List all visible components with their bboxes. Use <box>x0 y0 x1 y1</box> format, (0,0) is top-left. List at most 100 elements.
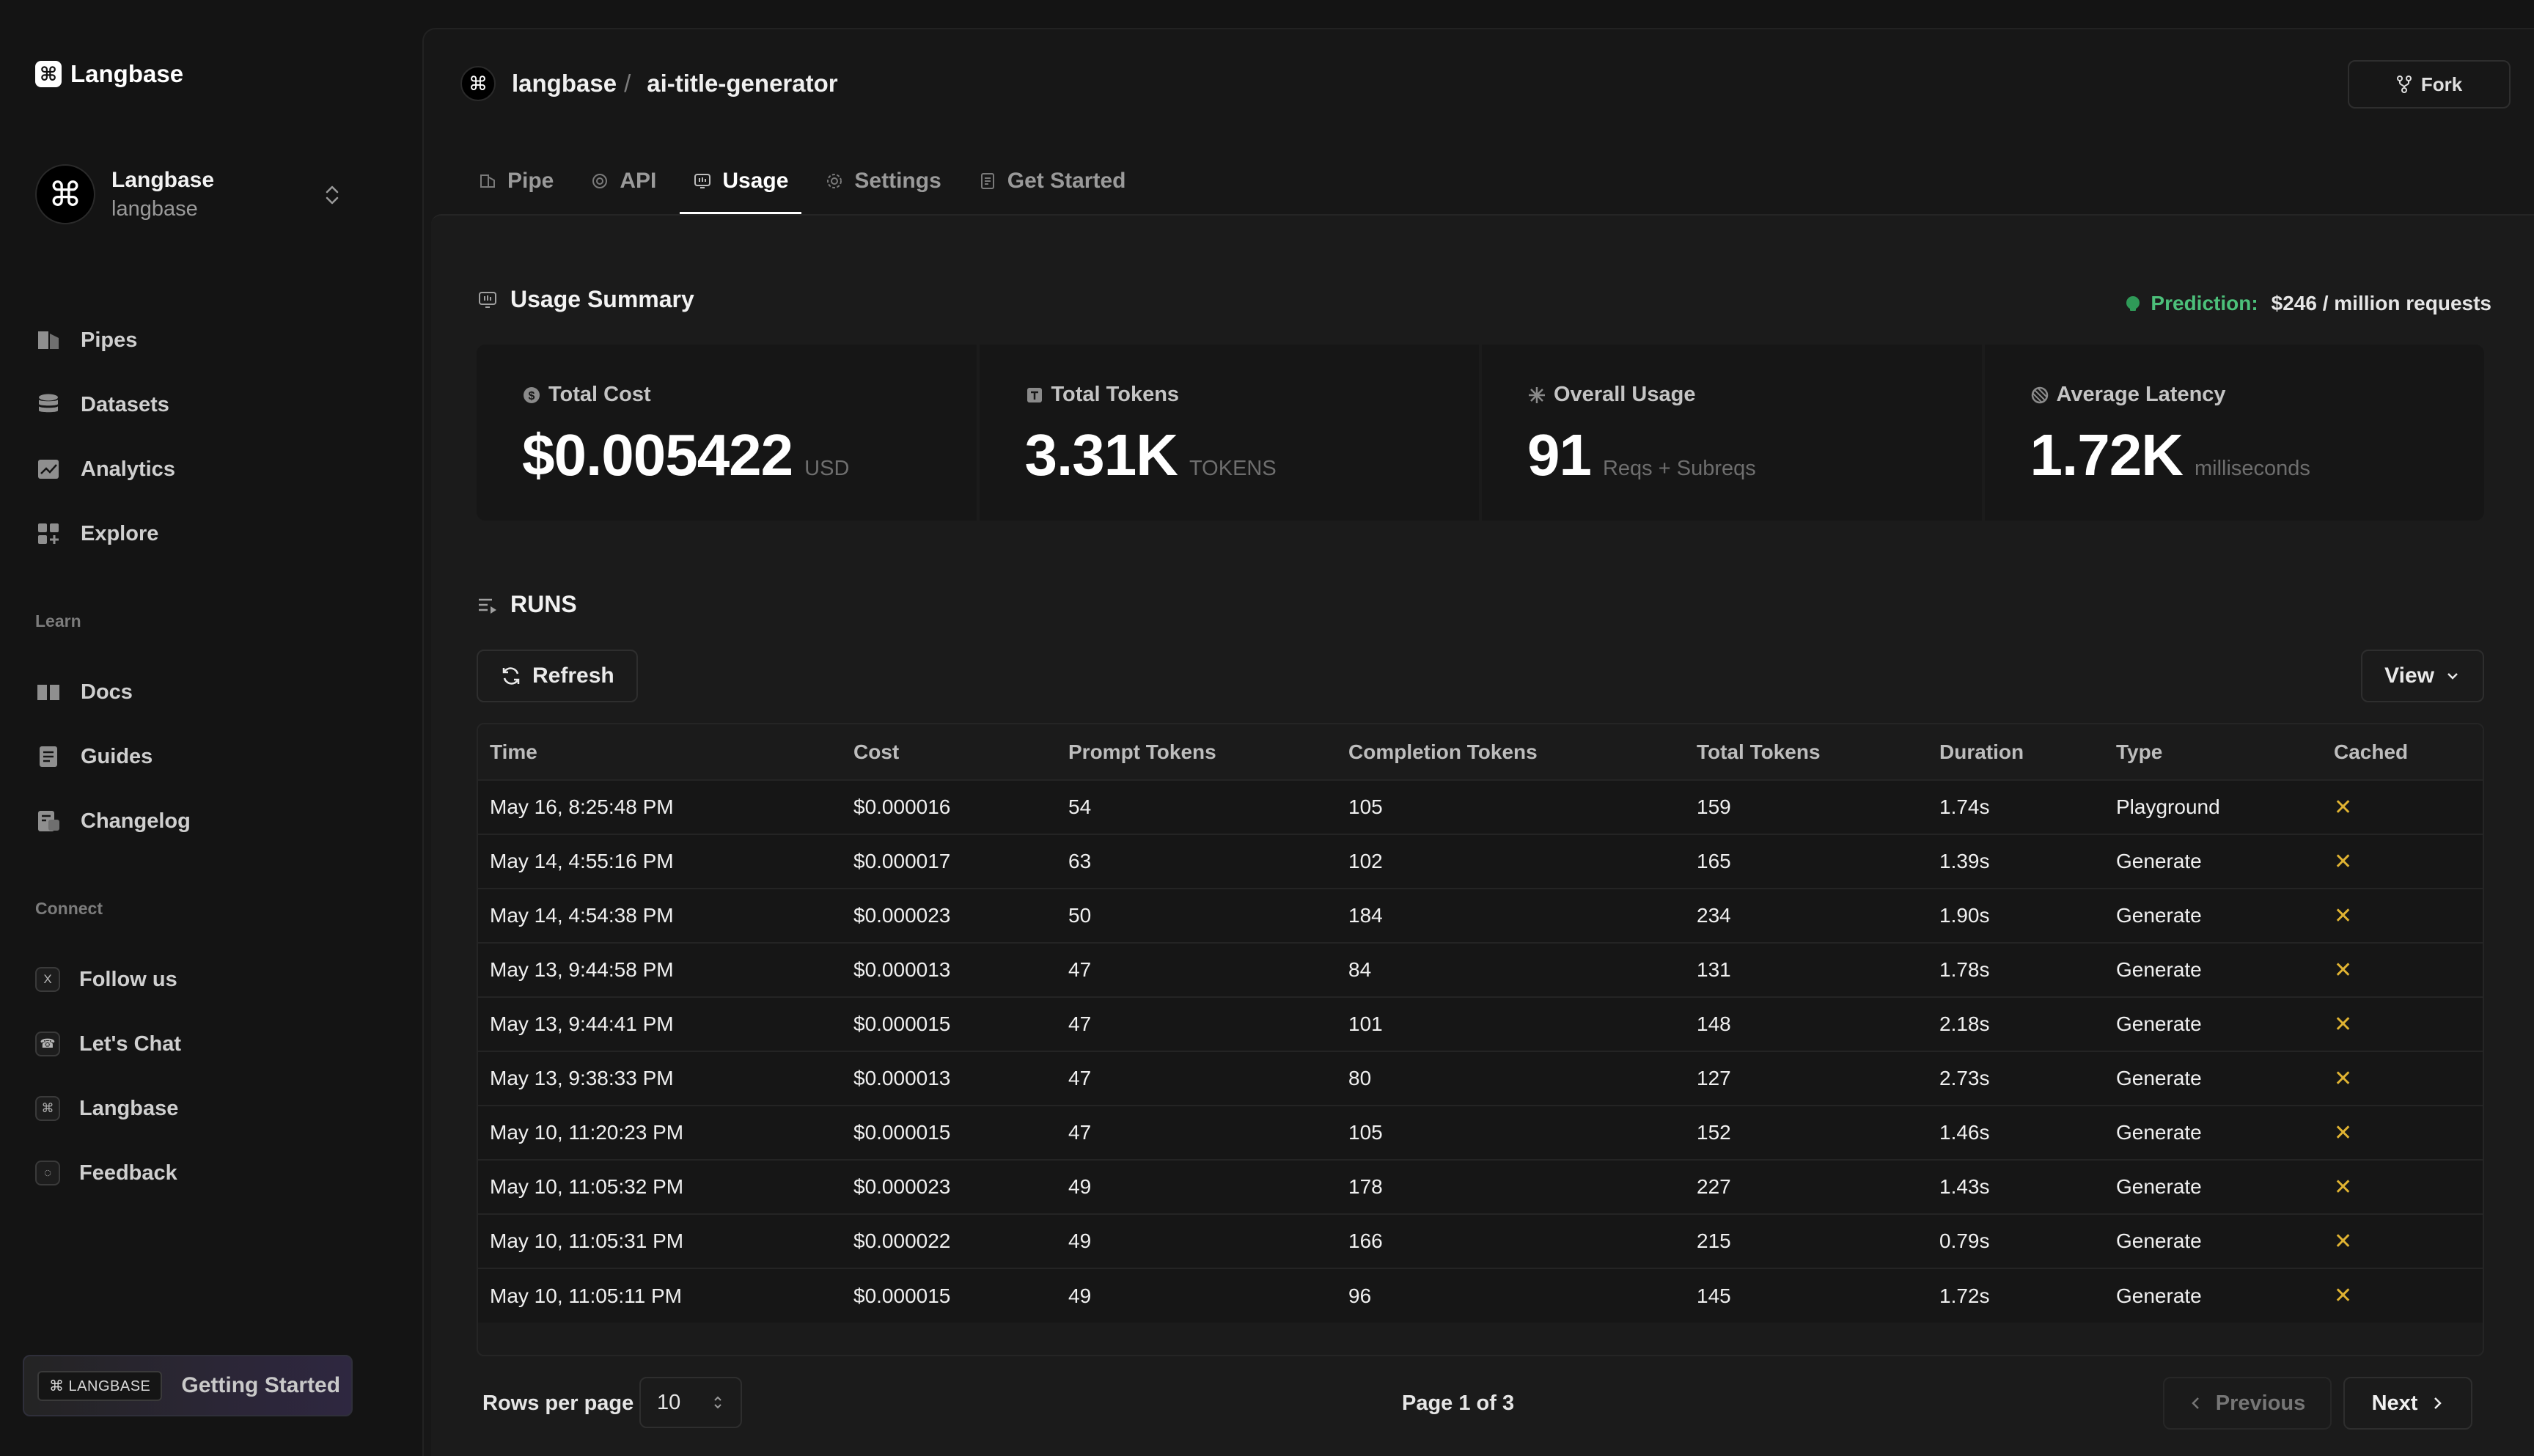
sparkle-icon <box>1529 386 1545 403</box>
column-header-duration[interactable]: Duration <box>1928 724 2104 780</box>
sidebar-item-label: Feedback <box>79 1161 177 1185</box>
sidebar-item-changelog[interactable]: Changelog <box>35 789 191 853</box>
table-row[interactable]: May 13, 9:44:41 PM $0.000015 47 101 148 2.18s… <box>478 996 2483 1051</box>
cell-completion-tokens: 80 <box>1337 1051 1685 1106</box>
cell-total-tokens: 131 <box>1685 942 1928 997</box>
table-row[interactable]: May 10, 11:20:23 PM $0.000015 47 105 152 1.46… <box>478 1105 2483 1160</box>
sidebar-item-lets-chat[interactable]: ☎ Let's Chat <box>35 1012 181 1076</box>
stat-head: Overall Usage <box>1527 383 1982 407</box>
stat-value: 1.72K <box>2030 422 2184 488</box>
breadcrumb-pipe[interactable]: ai-title-generator <box>647 70 838 97</box>
sidebar-item-guides[interactable]: Guides <box>35 724 191 789</box>
refresh-button[interactable]: Refresh <box>477 650 638 702</box>
sidebar-item-datasets[interactable]: Datasets <box>35 372 175 437</box>
table-row[interactable]: May 10, 11:05:31 PM $0.000022 49 166 215 0.79… <box>478 1213 2483 1268</box>
stat-average-latency: Average Latency 1.72K milliseconds <box>1981 345 2484 521</box>
usage-summary-label: Usage Summary <box>510 286 694 312</box>
stat-head: $ Total Cost <box>522 383 977 407</box>
column-header-prompt-tokens[interactable]: Prompt Tokens <box>1057 724 1337 780</box>
stat-total-tokens: Total Tokens 3.31K TOKENS <box>976 345 1480 521</box>
sidebar-item-explore[interactable]: Explore <box>35 501 175 566</box>
table-row[interactable]: May 10, 11:05:32 PM $0.000023 49 178 227 1.43… <box>478 1159 2483 1214</box>
cell-duration: 1.72s <box>1928 1268 2104 1323</box>
cell-type: Generate <box>2104 1105 2322 1160</box>
cell-duration: 1.90s <box>1928 888 2104 943</box>
breadcrumb-org[interactable]: langbase <box>512 70 617 97</box>
dollar-icon: $ <box>524 386 540 403</box>
explore-icon <box>35 521 62 547</box>
stat-label: Average Latency <box>2056 383 2226 406</box>
cell-completion-tokens: 166 <box>1337 1213 1685 1268</box>
table-row[interactable]: May 13, 9:38:33 PM $0.000013 47 80 127 2.73s G… <box>478 1051 2483 1106</box>
sidebar-item-label: Follow us <box>79 967 177 991</box>
stat-value: 3.31K <box>1024 422 1178 488</box>
sidebar-item-label: Datasets <box>81 392 169 416</box>
view-button[interactable]: View <box>2361 650 2484 702</box>
cell-cost: $0.000013 <box>842 1051 1057 1106</box>
fork-button[interactable]: Fork <box>2348 60 2511 109</box>
org-switcher[interactable]: ⌘ Langbase langbase <box>35 163 343 226</box>
stats-cards: $ Total Cost $0.005422 USD Total Tokens … <box>477 345 2484 521</box>
table-row[interactable]: May 10, 11:05:11 PM $0.000015 49 96 145 1.72s… <box>478 1268 2483 1323</box>
cell-time: May 16, 8:25:48 PM <box>478 779 842 834</box>
previous-button[interactable]: Previous <box>2163 1377 2332 1430</box>
settings-tab-icon <box>827 174 842 188</box>
table-row[interactable]: May 14, 4:54:38 PM $0.000023 50 184 234 1.90s… <box>478 888 2483 943</box>
rows-per-page-select[interactable]: 10 <box>639 1377 742 1428</box>
getting-started-button[interactable]: ⌘ LANGBASE Getting Started <box>23 1355 353 1416</box>
table-row[interactable]: May 16, 8:25:48 PM $0.000016 54 105 159 1.74s… <box>478 779 2483 834</box>
cell-duration: 1.78s <box>1928 942 2104 997</box>
breadcrumb: ⌘ langbase / ai-title-generator <box>460 66 838 101</box>
sidebar-item-label: Docs <box>81 680 133 704</box>
cell-total-tokens: 145 <box>1685 1268 1928 1323</box>
langbase-badge: ⌘ LANGBASE <box>37 1370 163 1401</box>
tab-api[interactable]: API <box>577 148 669 214</box>
cell-prompt-tokens: 47 <box>1057 1051 1337 1106</box>
cross-icon: ✕ <box>2334 1284 2353 1308</box>
tab-usage[interactable]: Usage <box>680 148 802 214</box>
cell-prompt-tokens: 54 <box>1057 779 1337 834</box>
cell-type: Generate <box>2104 942 2322 997</box>
column-header-total-tokens[interactable]: Total Tokens <box>1685 724 1928 780</box>
column-header-cached[interactable]: Cached <box>2322 724 2483 780</box>
cell-cached: ✕ <box>2322 779 2483 834</box>
table-row[interactable]: May 14, 4:55:16 PM $0.000017 63 102 165 1.39s… <box>478 834 2483 889</box>
column-header-completion-tokens[interactable]: Completion Tokens <box>1337 724 1685 780</box>
brand-logo[interactable]: ⌘ Langbase <box>35 60 183 88</box>
stat-overall-usage: Overall Usage 91 Reqs + Subreqs <box>1479 345 1982 521</box>
column-header-time[interactable]: Time <box>478 724 842 780</box>
cell-cost: $0.000013 <box>842 942 1057 997</box>
sidebar-item-langbase[interactable]: ⌘ Langbase <box>35 1076 181 1141</box>
stat-row: 3.31K TOKENS <box>1025 422 1480 489</box>
cell-completion-tokens: 178 <box>1337 1159 1685 1214</box>
chevron-up-down-icon[interactable] <box>321 180 343 210</box>
sidebar-item-analytics[interactable]: Analytics <box>35 437 175 501</box>
column-header-type[interactable]: Type <box>2104 724 2322 780</box>
cell-cached: ✕ <box>2322 942 2483 997</box>
column-header-cost[interactable]: Cost <box>842 724 1057 780</box>
sidebar-item-label: Pipes <box>81 328 138 352</box>
sidebar-item-docs[interactable]: Docs <box>35 660 191 724</box>
analytics-icon <box>35 456 62 482</box>
stat-value: 91 <box>1527 422 1592 488</box>
chat-icon: ☎ <box>35 1032 60 1056</box>
cell-duration: 1.43s <box>1928 1159 2104 1214</box>
tab-settings[interactable]: Settings <box>812 148 954 214</box>
table-row[interactable]: May 13, 9:44:58 PM $0.000013 47 84 131 1.78s G… <box>478 942 2483 997</box>
cell-prompt-tokens: 49 <box>1057 1268 1337 1323</box>
org-names: Langbase langbase <box>111 168 214 221</box>
pipes-icon <box>35 327 62 353</box>
sidebar-item-follow-us[interactable]: X Follow us <box>35 947 181 1012</box>
tab-pipe[interactable]: Pipe <box>465 148 567 214</box>
sidebar-item-feedback[interactable]: ◌ Feedback <box>35 1141 181 1205</box>
cell-time: May 14, 4:55:16 PM <box>478 834 842 889</box>
stat-unit: USD <box>804 457 850 480</box>
cell-time: May 10, 11:05:32 PM <box>478 1159 842 1214</box>
runs-table-grid: Time Cost Prompt Tokens Completion Token… <box>478 724 2483 1323</box>
cell-duration: 2.18s <box>1928 996 2104 1051</box>
tab-get-started[interactable]: Get Started <box>965 148 1139 214</box>
next-button[interactable]: Next <box>2343 1377 2472 1430</box>
sidebar-item-pipes[interactable]: Pipes <box>35 308 175 372</box>
runs-title: RUNS <box>477 591 577 618</box>
cell-cached: ✕ <box>2322 888 2483 943</box>
